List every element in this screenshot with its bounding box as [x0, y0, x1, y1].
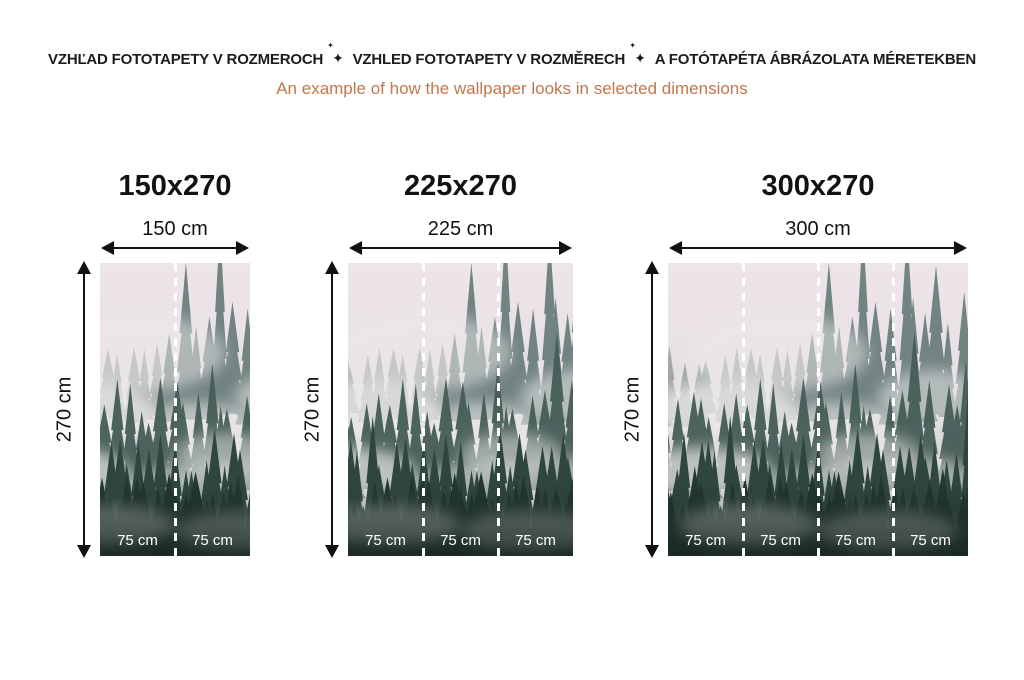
- width-arrow: [349, 241, 572, 255]
- wallpaper-preview: 75 cm 75 cm 75 cm 75 cm: [668, 263, 968, 556]
- width-dimension-label: 300 cm: [785, 218, 851, 240]
- width-dimension-label: 225 cm: [427, 218, 494, 240]
- title-part-czech: VZHLED FOTOTAPETY V ROZMĚRECH: [352, 51, 626, 68]
- title-part-slovak: VZHĽAD FOTOTAPETY V ROZMEROCH: [48, 51, 324, 68]
- height-dimension-label: 270 cm: [621, 376, 644, 443]
- figure-title: 225x270: [404, 170, 517, 202]
- panel-segment: 75 cm: [423, 263, 500, 556]
- figure-title: 300x270: [761, 170, 875, 202]
- panel-width-label: 75 cm: [192, 532, 233, 549]
- panel-segment: 75 cm: [743, 263, 820, 556]
- panel-segment: 75 cm: [100, 263, 177, 556]
- panel-segment: 75 cm: [498, 263, 573, 556]
- page-title: VZHĽAD FOTOTAPETY V ROZMEROCH ✦ ✦ VZHLED FO…: [0, 41, 1024, 69]
- title-part-hungarian: A FOTÓTAPÉTA ÁBRÁZOLATA MÉRETEKBEN: [654, 51, 976, 68]
- panel-segments: 75 cm 75 cm 75 cm 75 cm: [668, 263, 968, 556]
- panel-segment: 75 cm: [893, 263, 968, 556]
- panel-width-label: 75 cm: [760, 532, 801, 549]
- width-arrow: [669, 241, 967, 255]
- panel-width-label: 75 cm: [515, 532, 556, 549]
- wallpaper-preview: 75 cm 75 cm 75 cm: [348, 263, 573, 556]
- panel-width-label: 75 cm: [440, 532, 481, 549]
- panel-segments: 75 cm 75 cm 75 cm: [348, 263, 573, 556]
- panel-width-label: 75 cm: [117, 532, 158, 549]
- height-arrow: [325, 261, 339, 558]
- figure-title: 150x270: [118, 170, 232, 202]
- panel-width-label: 75 cm: [835, 532, 876, 549]
- width-arrow: [101, 241, 249, 255]
- sparkle-icon: ✦ ✦: [327, 41, 344, 66]
- height-arrow: [77, 261, 91, 558]
- panel-width-label: 75 cm: [910, 532, 951, 549]
- wallpaper-preview: 75 cm 75 cm: [100, 263, 250, 556]
- page-subtitle: An example of how the wallpaper looks in…: [276, 79, 748, 98]
- sparkle-icon: ✦ ✦: [629, 41, 646, 66]
- height-arrow: [645, 261, 659, 558]
- panel-width-label: 75 cm: [365, 532, 406, 549]
- panel-segment: 75 cm: [818, 263, 895, 556]
- panel-segment: 75 cm: [668, 263, 745, 556]
- panel-width-label: 75 cm: [685, 532, 726, 549]
- width-dimension-label: 150 cm: [142, 218, 208, 240]
- panel-segment: 75 cm: [348, 263, 425, 556]
- panel-segment: 75 cm: [175, 263, 250, 556]
- panel-segments: 75 cm 75 cm: [100, 263, 250, 556]
